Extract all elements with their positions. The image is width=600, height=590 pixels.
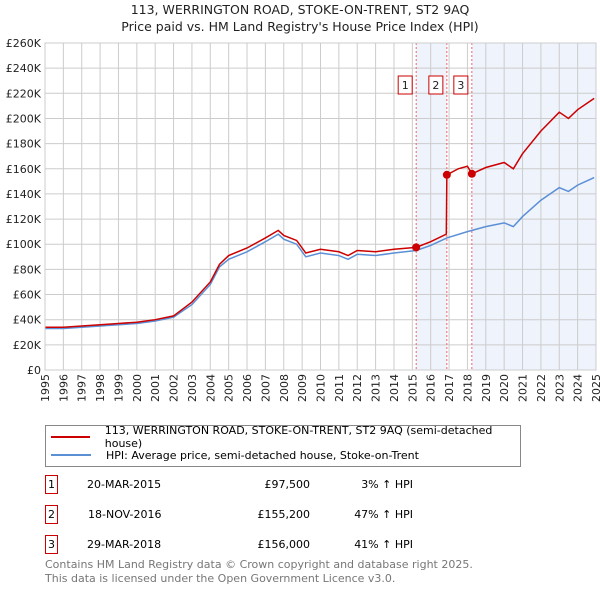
x-tick-label: 2008 xyxy=(278,374,291,402)
sale-price: £156,000 xyxy=(257,538,311,551)
y-tick-label: £60K xyxy=(13,289,42,302)
hpi-line xyxy=(45,176,595,330)
property-price-line xyxy=(45,97,595,328)
sale-label: 2 xyxy=(432,79,439,92)
chart-title: 113, WERRINGTON ROAD, STOKE-ON-TRENT, ST… xyxy=(130,2,470,17)
sale-hpi: 47% ↑ HPI xyxy=(354,508,413,521)
x-tick-label: 2022 xyxy=(535,374,548,402)
sale-date: 29-MAR-2018 xyxy=(87,538,162,551)
x-tick-label: 2015 xyxy=(406,374,419,402)
x-tick-label: 2006 xyxy=(241,374,254,402)
sale-price: £97,500 xyxy=(264,478,311,491)
x-tick-label: 1998 xyxy=(94,374,107,402)
shaded-period xyxy=(416,43,447,370)
y-tick-label: £80K xyxy=(13,263,42,276)
sale-label: 3 xyxy=(457,79,464,92)
sale-price: £155,200 xyxy=(257,508,311,521)
sale-row: 2 18-NOV-2016 £155,200 47% ↑ HPI xyxy=(45,505,525,525)
licence-text: This data is licensed under the Open Gov… xyxy=(45,572,396,585)
x-tick-label: 2016 xyxy=(425,374,438,402)
y-tick-label: £140K xyxy=(6,188,42,201)
x-tick-label: 2007 xyxy=(259,374,272,402)
sale-point xyxy=(442,170,451,179)
sale-row: 3 29-MAR-2018 £156,000 41% ↑ HPI xyxy=(45,535,525,555)
sale-point xyxy=(412,243,421,252)
legend-label: 113, WERRINGTON ROAD, STOKE-ON-TRENT, ST… xyxy=(104,424,493,450)
legend-swatch xyxy=(51,454,91,456)
sale-badge: 1 xyxy=(45,475,58,494)
x-tick-label: 1999 xyxy=(112,374,125,402)
sale-badge: 2 xyxy=(45,505,58,524)
plot-area: 1995 1996 1997 1998 1999 2000 2001 2002 2003 2004… xyxy=(6,37,600,402)
sale-point xyxy=(467,169,476,178)
x-tick-label: 2014 xyxy=(388,374,401,402)
sale-date: 20-MAR-2015 xyxy=(87,478,162,491)
copyright-text: Contains HM Land Registry data © Crown c… xyxy=(45,558,473,571)
x-tick-label: 2000 xyxy=(131,374,144,402)
x-tick-label: 2010 xyxy=(315,374,328,402)
legend-item-hpi: HPI: Average price, semi-detached house,… xyxy=(46,447,419,463)
sale-badge: 3 xyxy=(45,535,58,554)
legend: 113, WERRINGTON ROAD, STOKE-ON-TRENT, ST… xyxy=(45,424,521,467)
x-tick-label: 2001 xyxy=(149,374,162,402)
x-tick-label: 2003 xyxy=(186,374,199,402)
x-tick-label: 2005 xyxy=(223,374,236,402)
y-tick-label: £0 xyxy=(27,364,41,377)
y-tick-label: £180K xyxy=(6,138,42,151)
x-tick-label: 2023 xyxy=(553,374,566,402)
x-tick-label: 2018 xyxy=(461,374,474,402)
x-tick-label: 2004 xyxy=(204,374,217,402)
sale-hpi: 41% ↑ HPI xyxy=(354,538,413,551)
x-tick-label: 2013 xyxy=(370,374,383,402)
legend-label: HPI: Average price, semi-detached house,… xyxy=(106,448,419,462)
y-tick-label: £40K xyxy=(13,314,42,327)
plot-border xyxy=(44,42,597,371)
x-tick-label: 2020 xyxy=(498,374,511,402)
footer: Contains HM Land Registry data © Crown c… xyxy=(45,558,473,586)
x-tick-label: 2025 xyxy=(590,374,600,402)
legend-swatch xyxy=(51,436,90,438)
y-tick-label: £120K xyxy=(6,213,42,226)
x-tick-label: 1996 xyxy=(57,374,70,402)
x-tick-label: 2019 xyxy=(480,374,493,402)
sale-hpi: 3% ↑ HPI xyxy=(361,478,413,491)
y-tick-label: £260K xyxy=(6,37,42,50)
x-tick-label: 2011 xyxy=(333,374,346,402)
x-tick-label: 1997 xyxy=(76,374,89,402)
sale-row: 1 20-MAR-2015 £97,500 3% ↑ HPI xyxy=(45,475,525,495)
y-tick-label: £20K xyxy=(13,339,42,352)
x-tick-label: 2021 xyxy=(517,374,530,402)
y-tick-label: £160K xyxy=(6,163,42,176)
chart-subtitle: Price paid vs. HM Land Registry's House … xyxy=(121,19,479,34)
x-tick-label: 2017 xyxy=(443,374,456,402)
legend-item-property: 113, WERRINGTON ROAD, STOKE-ON-TRENT, ST… xyxy=(46,424,520,450)
sale-label-box xyxy=(397,75,413,95)
sale-date: 18-NOV-2016 xyxy=(88,508,162,521)
x-tick-label: 2012 xyxy=(351,374,364,402)
sale-label-box xyxy=(428,75,444,95)
x-tick-label: 2002 xyxy=(168,374,181,402)
y-tick-label: £240K xyxy=(6,62,42,75)
y-tick-label: £100K xyxy=(6,238,42,251)
sale-label: 1 xyxy=(402,79,409,92)
y-tick-label: £220K xyxy=(6,87,42,100)
y-tick-label: £200K xyxy=(6,112,42,125)
x-tick-label: 2009 xyxy=(296,374,309,402)
x-tick-label: 1995 xyxy=(39,374,52,402)
sale-label-box xyxy=(453,75,469,95)
x-tick-label: 2024 xyxy=(572,374,585,402)
